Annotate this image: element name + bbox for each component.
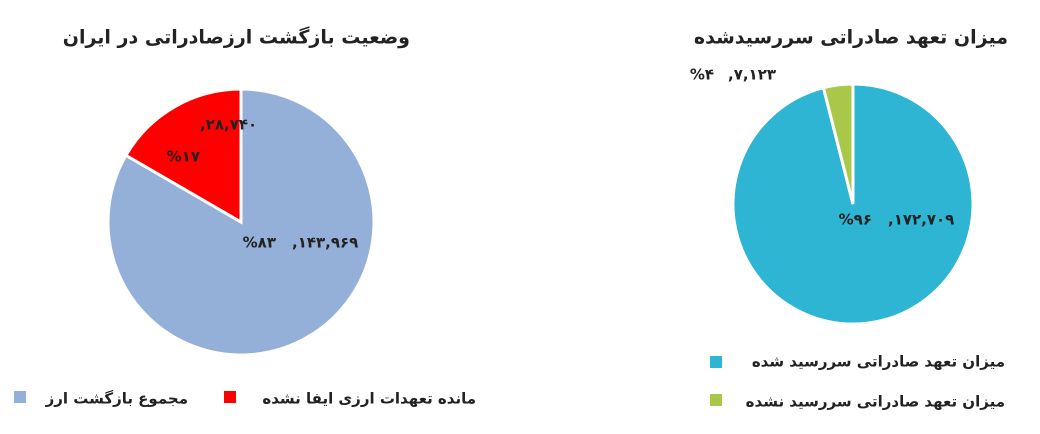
- pie-slice: [123, 87, 243, 225]
- legend-label: میزان تعهد صادراتی سررسید شده: [752, 353, 1005, 371]
- chart-title: میزان تعهد صادراتی سررسیدشده: [694, 27, 1008, 49]
- pie-slice: [821, 82, 855, 205]
- chart-title: وضعیت بازگشت ارزصادراتی در ایران: [63, 26, 410, 49]
- legend-label: مجموع بازگشت ارز: [45, 390, 188, 408]
- legend-swatch: [14, 391, 26, 403]
- legend-label: میزان تعهد صادراتی سررسید نشده: [746, 393, 1005, 411]
- percent-label: %۸۳: [243, 234, 276, 252]
- legend-label: مانده تعهدات ارزی ایفا نشده: [262, 390, 476, 408]
- value-label: ,۱۴۳,۹۶۹: [292, 234, 358, 252]
- legend-swatch: [224, 391, 236, 403]
- percent-label: %۱۷: [167, 148, 200, 166]
- percent-label: %۴: [690, 66, 714, 84]
- value-label: ,۷,۱۲۳: [728, 66, 776, 84]
- percent-label: %۹۶: [839, 211, 872, 229]
- legend-swatch: [710, 356, 722, 368]
- legend-swatch: [710, 394, 722, 406]
- value-label: ,۱۷۲,۷۰۹: [888, 211, 954, 229]
- value-label: ,۲۸,۷۴۰: [200, 116, 257, 134]
